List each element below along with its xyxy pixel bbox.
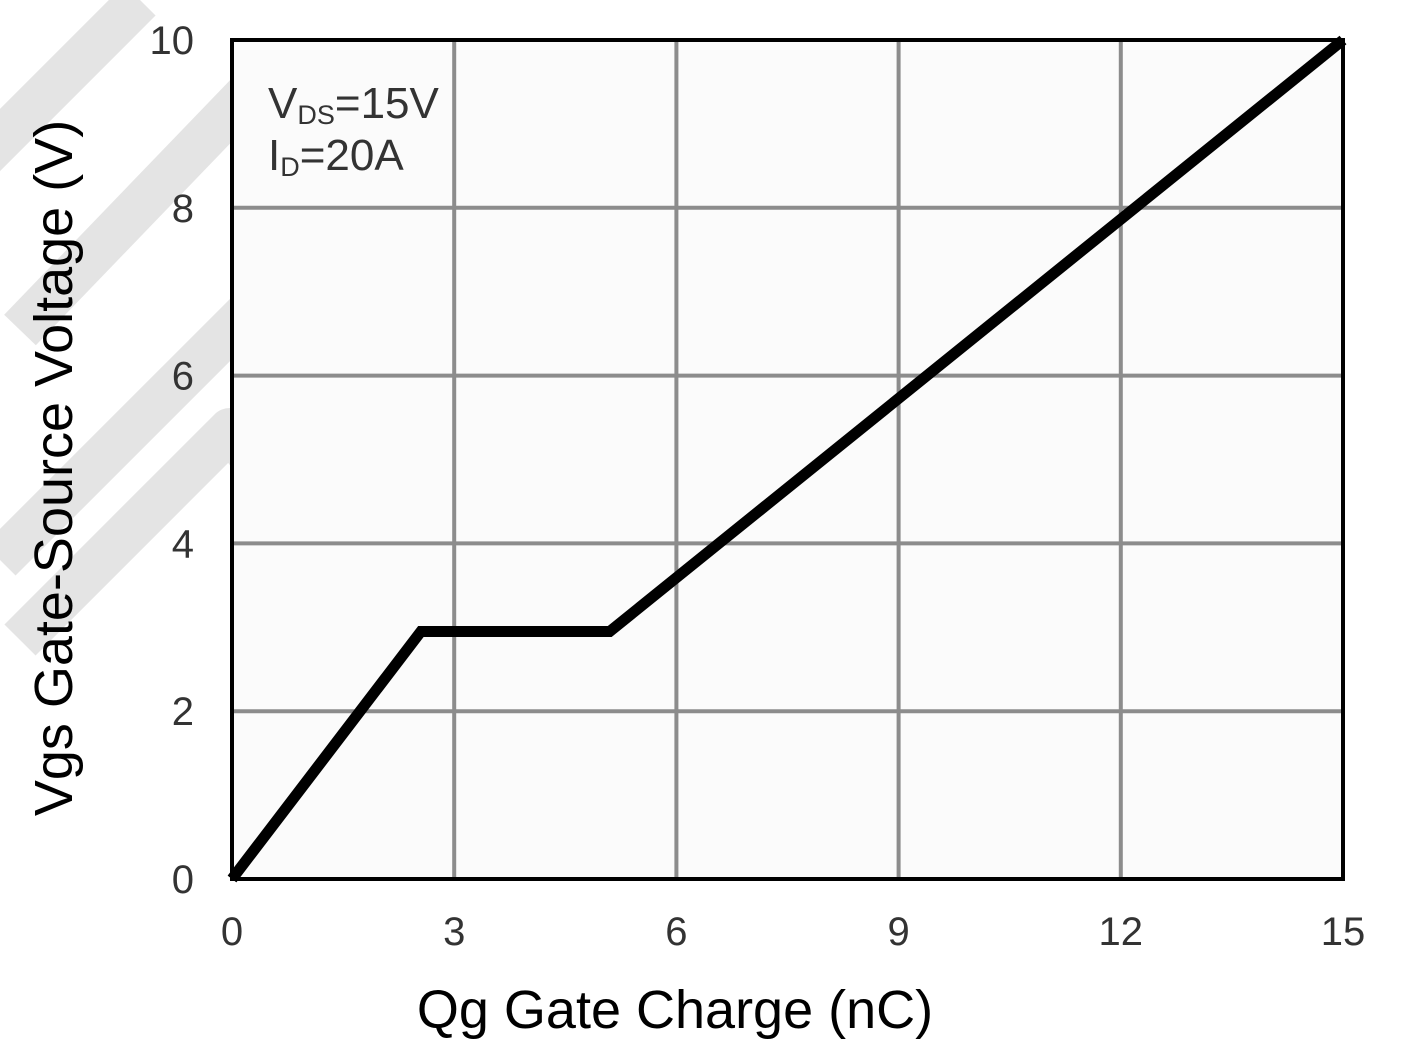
x-axis-title: Qg Gate Charge (nC) <box>417 980 933 1040</box>
id-value: =20A <box>300 131 405 180</box>
x-tick-label: 15 <box>1321 910 1366 954</box>
y-tick-label: 6 <box>172 355 194 399</box>
x-tick-label: 9 <box>887 910 909 954</box>
x-tick-label: 3 <box>443 910 465 954</box>
y-axis-title: Vgs Gate-Source Voltage (V) <box>24 120 84 816</box>
vds-subscript: DS <box>297 100 335 130</box>
x-tick-label: 0 <box>221 910 243 954</box>
y-tick-label: 2 <box>172 690 194 734</box>
id-symbol: I <box>268 131 280 180</box>
y-tick-label: 0 <box>172 858 194 902</box>
id-subscript: D <box>280 152 300 182</box>
x-tick-label: 6 <box>665 910 687 954</box>
condition-vds: VDS=15V <box>268 79 440 130</box>
y-tick-label: 4 <box>172 522 194 566</box>
y-tick-label: 10 <box>150 19 195 63</box>
y-tick-label: 8 <box>172 187 194 231</box>
vds-symbol: V <box>268 79 298 128</box>
vds-value: =15V <box>335 79 440 128</box>
x-tick-label: 12 <box>1099 910 1144 954</box>
